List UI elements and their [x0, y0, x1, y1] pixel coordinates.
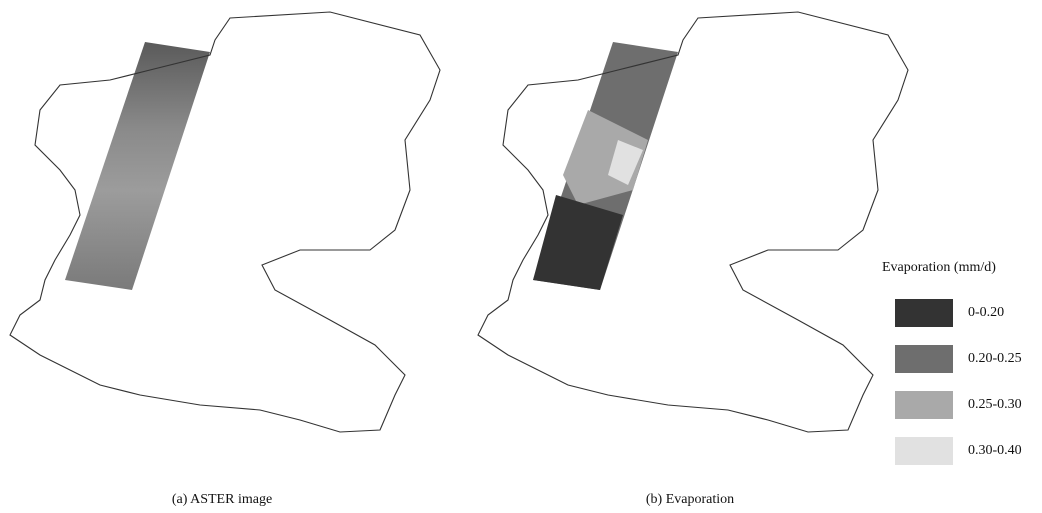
legend-swatch [895, 299, 953, 327]
legend-label: 0-0.20 [968, 305, 1004, 320]
legend-swatch [895, 391, 953, 419]
page: (a) ASTER image (b) Evaporation Evaporat… [0, 0, 1042, 513]
region-outline [10, 12, 440, 432]
legend-title: Evaporation (mm/d) [882, 260, 996, 275]
caption: (a) ASTER image [172, 492, 272, 507]
figure: (a) ASTER image (b) Evaporation Evaporat… [0, 0, 1042, 513]
legend: Evaporation (mm/d) 0-0.20 0.20-0.25 0.25-0… [882, 260, 1022, 465]
legend-swatch [895, 437, 953, 465]
caption: (b) Evaporation [646, 492, 734, 507]
region-outline [478, 12, 908, 432]
map-b [478, 12, 908, 432]
legend-swatch [895, 345, 953, 373]
legend-label: 0.20-0.25 [968, 351, 1022, 366]
panel-a: (a) ASTER image [10, 12, 440, 507]
legend-label: 0.25-0.30 [968, 397, 1022, 412]
aster-strip [65, 42, 210, 290]
legend-label: 0.30-0.40 [968, 443, 1022, 458]
panel-b: (b) Evaporation [478, 12, 908, 507]
